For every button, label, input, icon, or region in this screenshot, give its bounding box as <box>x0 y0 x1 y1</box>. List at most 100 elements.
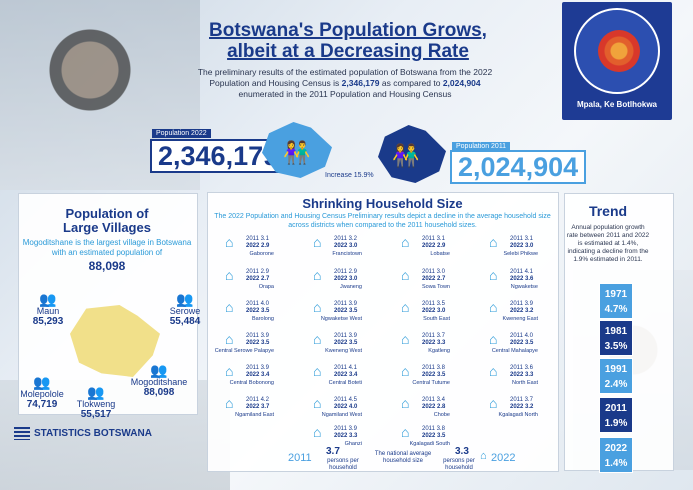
trend-title: Trend <box>588 203 628 219</box>
district-value-2022: 2022 3.0 <box>422 308 446 314</box>
district-value-2011: 2011 3.1 <box>246 236 269 242</box>
district-value-2022: 2022 2.9 <box>246 243 270 249</box>
district-item: ⌂ 2011 2.9 2022 2.7 Orapa <box>210 268 295 298</box>
district-values: 2011 3.9 2022 3.3 <box>334 426 357 440</box>
avg-year-2022: 2022 <box>491 452 516 464</box>
household-title: Shrinking Household Size <box>302 196 463 211</box>
district-values: 2011 4.1 2022 3.4 <box>334 365 357 379</box>
district-value-2011: 2011 3.9 <box>510 301 533 307</box>
page-title: Botswana's Population Grows, albeit at a… <box>198 20 498 62</box>
people-2011-icon: 👫 <box>392 143 422 168</box>
district-name: Gaborone <box>249 251 274 257</box>
district-value-2011: 2011 3.9 <box>334 301 357 307</box>
district-value-2022: 2022 2.7 <box>422 276 446 282</box>
org-name: STATISTICS BOTSWANA <box>34 428 152 439</box>
district-values: 2011 3.9 2022 3.5 <box>246 333 269 347</box>
increase-label: Increase 15.9% <box>325 172 374 179</box>
people-icon: 👥 <box>87 384 105 400</box>
district-values: 2011 4.2 2022 3.7 <box>246 397 269 411</box>
house-icon: ⌂ <box>489 363 498 379</box>
district-value-2011: 2011 3.7 <box>422 333 445 339</box>
district-item: ⌂ 2011 2.9 2022 3.0 Jwaneng <box>298 268 383 298</box>
district-value-2011: 2011 4.1 <box>334 365 357 371</box>
house-icon: ⌂ <box>489 267 498 283</box>
district-item: ⌂ 2011 4.0 2022 3.5 Barolong <box>210 300 295 330</box>
statistics-botswana-logo-icon <box>14 427 30 440</box>
district-value-2022: 2022 3.5 <box>422 433 446 439</box>
title-line-1: Botswana's Population Grows, <box>209 20 487 41</box>
people-icon: 👥 <box>33 374 51 390</box>
village-value: 55,517 <box>80 409 112 420</box>
district-item: ⌂ 2011 3.4 2022 2.8 Chobe <box>386 396 471 426</box>
avg-value-2022: 3.3 <box>455 446 469 457</box>
house-icon: ⌂ <box>480 450 487 462</box>
district-item: ⌂ 2011 3.7 2022 3.2 Kgalagadi North <box>474 396 559 426</box>
subtitle-value-2022: 2,346,179 <box>341 78 380 88</box>
house-icon: ⌂ <box>489 299 498 315</box>
house-icon: ⌂ <box>401 267 410 283</box>
district-value-2011: 2011 3.9 <box>246 365 269 371</box>
house-icon: ⌂ <box>401 234 410 250</box>
people-2022-icon: 👫 <box>283 140 313 165</box>
district-value-2011: 2011 3.8 <box>422 365 445 371</box>
village-value: 74,719 <box>26 399 58 410</box>
district-value-2011: 2011 4.2 <box>246 397 269 403</box>
district-value-2011: 2011 3.5 <box>422 301 445 307</box>
district-value-2011: 2011 3.2 <box>334 236 357 242</box>
district-name: Ngamiland West <box>321 412 362 418</box>
people-icon: 👥 <box>150 362 168 378</box>
trend-rate: 2.4% <box>604 379 628 390</box>
trend-year: 1971 <box>604 289 628 300</box>
district-values: 2011 3.9 2022 3.5 <box>334 301 357 315</box>
subtitle-mid: as compared to <box>379 78 443 88</box>
district-name: Chobe <box>433 412 450 418</box>
trend-item: 2022 1.4% <box>599 437 633 473</box>
logo-tagline: Mpala, Ke Botlhokwa <box>576 100 657 109</box>
logo-family-icon <box>598 30 640 72</box>
district-value-2011: 2011 4.0 <box>246 301 269 307</box>
district-value-2011: 2011 4.5 <box>334 397 357 403</box>
village-molepolole: 👥 Molepolole 74,719 <box>18 375 66 410</box>
avg-unit-2022: persons per household <box>443 458 475 471</box>
house-icon: ⌂ <box>313 299 322 315</box>
district-value-2022: 2022 3.5 <box>422 372 446 378</box>
district-value-2022: 2022 3.5 <box>510 340 534 346</box>
house-icon: ⌂ <box>401 395 410 411</box>
district-name: Central Bobonong <box>229 380 274 386</box>
district-name: Central Boteti <box>328 380 362 386</box>
district-value-2022: 2022 3.2 <box>510 308 534 314</box>
villages-title-line-2: Large Villages <box>63 220 151 235</box>
district-value-2022: 2022 2.8 <box>422 404 446 410</box>
district-name: Central Serowe Palapye <box>214 348 274 354</box>
district-name: Ngwaketse West <box>320 316 362 322</box>
district-name: Jwaneng <box>339 284 362 290</box>
subtitle-post: enumerated in the 2011 Population and Ho… <box>238 89 452 99</box>
district-name: Central Tutume <box>412 380 450 386</box>
district-item: ⌂ 2011 3.9 2022 3.5 Central Serowe Palapye <box>210 332 295 362</box>
district-name: Orapa <box>258 284 274 290</box>
household-panel <box>207 192 559 472</box>
district-item: ⌂ 2011 3.9 2022 3.5 Kweneng West <box>298 332 383 362</box>
avg-year-2011: 2011 <box>288 452 312 464</box>
district-name: Ngamiland East <box>235 412 274 418</box>
district-name: Ngwaketse <box>510 284 538 290</box>
district-value-2022: 2022 4.0 <box>334 404 358 410</box>
people-icon: 👥 <box>39 291 57 307</box>
village-name: Serowe <box>169 306 201 316</box>
district-name: Sowa Town <box>421 284 450 290</box>
house-icon: ⌂ <box>313 267 322 283</box>
house-icon: ⌂ <box>313 363 322 379</box>
district-values: 2011 2.9 2022 2.7 <box>246 269 269 283</box>
district-name: Kweneng West <box>325 348 362 354</box>
district-name: Central Mahalapye <box>491 348 538 354</box>
trend-rate: 4.7% <box>604 304 628 315</box>
house-icon: ⌂ <box>489 331 498 347</box>
district-values: 2011 3.9 2022 3.5 <box>334 333 357 347</box>
village-value: 85,293 <box>32 316 64 327</box>
trend-item: 1971 4.7% <box>599 283 633 319</box>
trend-rate: 1.9% <box>604 418 628 429</box>
district-value-2022: 2022 3.0 <box>334 276 358 282</box>
village-name: Maun <box>36 306 60 316</box>
house-icon: ⌂ <box>225 299 234 315</box>
trend-year: 2022 <box>604 443 628 454</box>
